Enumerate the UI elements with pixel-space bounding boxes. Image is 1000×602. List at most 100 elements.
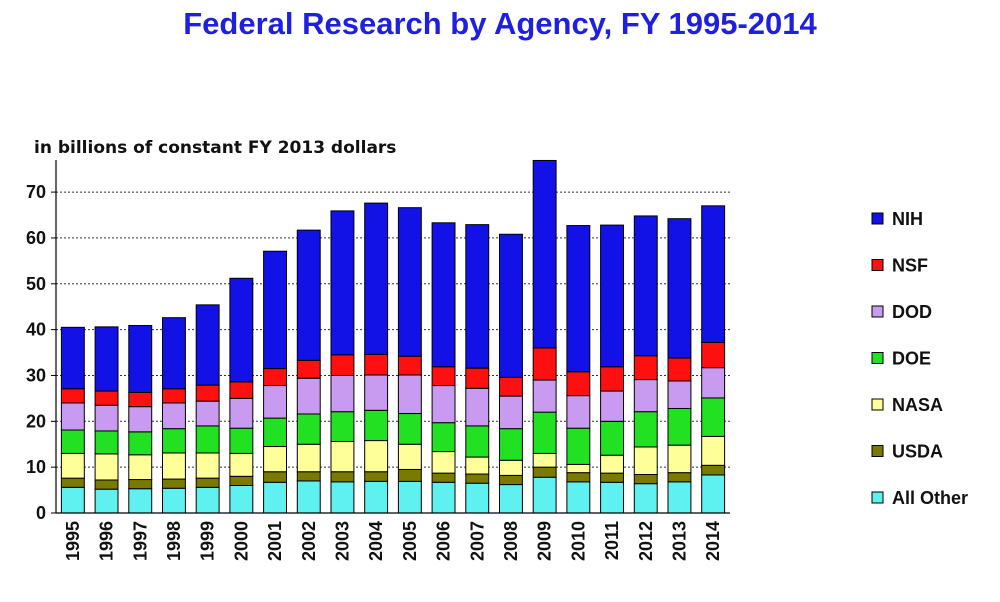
bar-segment-dod-2007 (465, 387, 490, 427)
bar-segment-dod-2002 (296, 377, 321, 415)
bar-segment-doe-2003 (330, 411, 355, 442)
bar-segment-nasa-1999 (195, 452, 220, 479)
bar-segment-nsf-2000 (229, 381, 254, 399)
bar-segment-nih-1996 (94, 326, 119, 392)
bar-segment-nih-2013 (667, 218, 692, 359)
x-tick-label: 1997 (130, 521, 150, 561)
bar-segment-dod-1996 (94, 404, 119, 432)
bar-segment-nih-2000 (229, 277, 254, 383)
y-tick-label: 20 (26, 411, 46, 431)
legend-swatch-nsf (871, 259, 884, 271)
bar-segment-dod-2003 (330, 374, 355, 413)
bar-segment-usda-1997 (128, 479, 153, 490)
bar-segment-nasa-2003 (330, 440, 355, 473)
bar-segment-all-other-2011 (600, 481, 625, 514)
bar-segment-all-other-1998 (161, 487, 186, 514)
bars (60, 159, 726, 514)
bar-segment-nasa-2008 (498, 459, 523, 476)
bar-segment-nih-2001 (263, 250, 288, 370)
bar-segment-dod-2005 (397, 374, 422, 415)
bar-segment-usda-2005 (397, 468, 422, 482)
y-tick-label: 50 (26, 274, 46, 294)
bar-segment-dod-1999 (195, 400, 220, 427)
x-tick-label: 2003 (332, 521, 352, 561)
bar-segment-dod-2010 (566, 395, 591, 429)
bar-segment-dod-2012 (633, 379, 658, 413)
x-tick-label: 2001 (265, 521, 285, 561)
bar-segment-all-other-2003 (330, 481, 355, 514)
bar-segment-usda-2011 (600, 472, 625, 483)
bar-segment-nasa-2012 (633, 446, 658, 475)
bar-segment-nih-2012 (633, 215, 658, 357)
axes (55, 160, 730, 514)
bar-segment-nih-2007 (465, 224, 490, 369)
legend-label: All Other (892, 488, 968, 508)
bar-segment-doe-1999 (195, 425, 220, 454)
bar-segment-nih-1997 (128, 325, 153, 393)
bar-segment-dod-1995 (60, 402, 85, 431)
bar-segment-all-other-1997 (128, 488, 153, 514)
bar-segment-nih-2009 (532, 159, 557, 349)
bar-segment-nsf-1996 (94, 390, 119, 406)
bar-segment-doe-2001 (263, 417, 288, 448)
bar-segment-doe-2002 (296, 413, 321, 445)
bar-segment-all-other-2005 (397, 480, 422, 514)
x-tick-label: 2012 (636, 521, 656, 561)
bar-segment-nasa-1997 (128, 454, 153, 481)
bar-segment-dod-2000 (229, 397, 254, 429)
chart-subtitle: in billions of constant FY 2013 dollars (34, 138, 397, 158)
bar-segment-dod-2001 (263, 385, 288, 419)
chart-title: Federal Research by Agency, FY 1995-2014 (183, 6, 817, 41)
bar-segment-nih-1998 (161, 317, 186, 390)
legend-swatch-usda (871, 445, 884, 457)
bar-segment-nsf-2006 (431, 366, 456, 387)
x-tick-label: 1996 (97, 521, 117, 561)
bar-segment-usda-2007 (465, 473, 490, 484)
bar-segment-doe-2014 (701, 397, 726, 437)
bar-segment-doe-2009 (532, 411, 557, 454)
bar-segment-nsf-1995 (60, 388, 85, 404)
bar-segment-nsf-1999 (195, 384, 220, 402)
legend-label: NIH (892, 209, 923, 229)
bar-segment-usda-2000 (229, 475, 254, 486)
bar-segment-usda-2010 (566, 472, 591, 483)
x-axis-ticks: 1995 1996 1997 1998 1999 2000 2001 2002 2003 2004… (63, 521, 723, 561)
x-tick-label: 2002 (299, 521, 319, 561)
bar-segment-nasa-1998 (161, 452, 186, 480)
bar-segment-doe-2010 (566, 427, 591, 465)
x-tick-label: 1999 (198, 521, 218, 561)
bar-segment-usda-1998 (161, 478, 186, 489)
bar-segment-dod-2009 (532, 379, 557, 413)
bar-segment-nasa-2006 (431, 451, 456, 474)
bar-segment-nsf-2004 (364, 353, 389, 376)
bar-segment-doe-2000 (229, 427, 254, 454)
bar-segment-all-other-1996 (94, 488, 119, 514)
y-tick-label: 70 (26, 182, 46, 202)
bar-segment-nsf-2007 (465, 367, 490, 389)
bar-segment-dod-2011 (600, 390, 625, 422)
bar-segment-nasa-1995 (60, 452, 85, 479)
bar-segment-nih-2011 (600, 224, 625, 368)
bar-segment-usda-2008 (498, 474, 523, 486)
y-tick-label: 60 (26, 228, 46, 248)
legend: NIH NSF DOD DOE NASA USDA All Other (871, 209, 968, 508)
x-tick-label: 2000 (231, 521, 251, 561)
x-tick-label: 2009 (535, 521, 555, 561)
bar-segment-nih-1999 (195, 304, 220, 386)
bar-segment-nsf-2011 (600, 366, 625, 392)
bar-segment-nsf-1997 (128, 391, 153, 408)
bar-segment-doe-2004 (364, 409, 389, 442)
x-tick-label: 2005 (400, 521, 420, 561)
bar-segment-nsf-2003 (330, 354, 355, 376)
legend-swatch-doe (871, 352, 884, 364)
bar-segment-all-other-2012 (633, 483, 658, 514)
y-tick-label: 0 (36, 503, 46, 523)
bar-segment-nih-2008 (498, 233, 523, 378)
bar-segment-nasa-2004 (364, 440, 389, 473)
bar-segment-doe-1997 (128, 431, 153, 456)
bar-segment-nasa-2013 (667, 444, 692, 474)
bar-segment-nsf-2012 (633, 355, 658, 381)
bar-segment-nasa-2010 (566, 463, 591, 474)
legend-label: USDA (892, 442, 943, 462)
bar-segment-all-other-2010 (566, 481, 591, 514)
